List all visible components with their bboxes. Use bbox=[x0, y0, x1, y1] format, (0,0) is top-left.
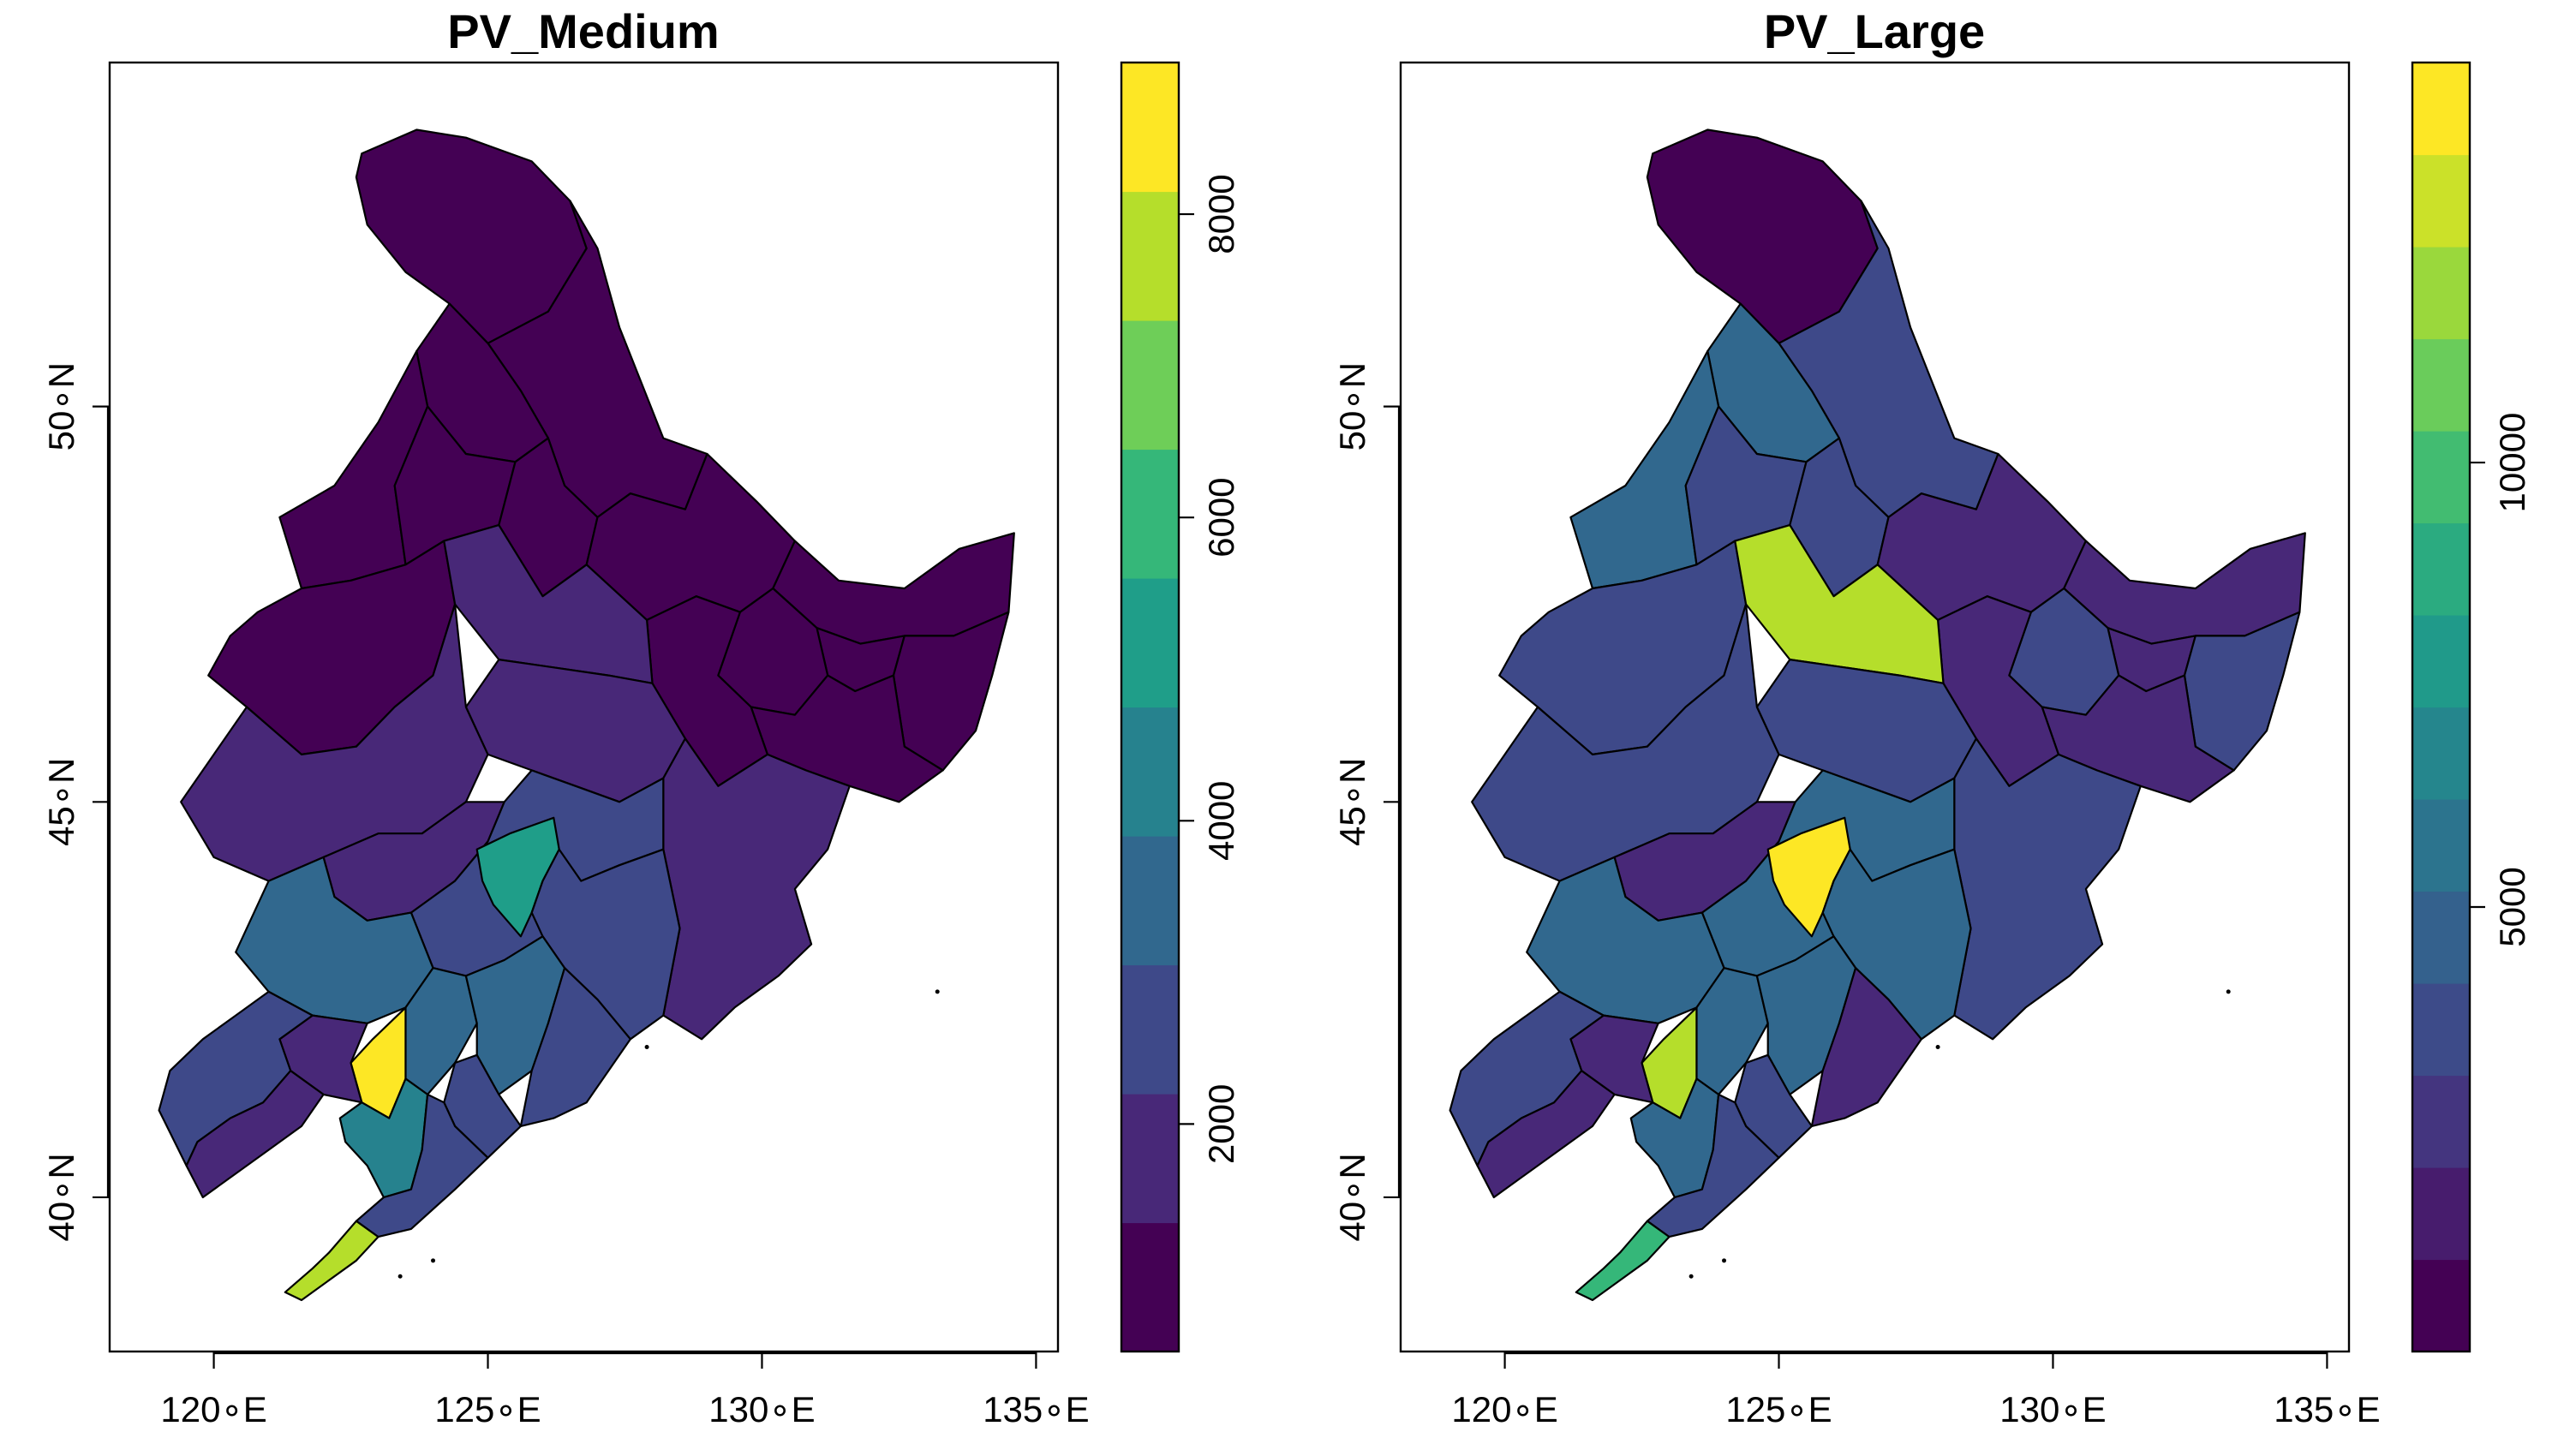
island-dot bbox=[1722, 1258, 1727, 1263]
legend-frame bbox=[1120, 61, 1180, 1353]
map-frame bbox=[1399, 61, 2351, 1353]
legend-bin bbox=[2412, 707, 2470, 800]
legend-tick-label: 10000 bbox=[2492, 413, 2532, 513]
island-dot bbox=[431, 1258, 436, 1263]
legend-bin bbox=[2412, 1075, 2470, 1168]
region-layer bbox=[1449, 128, 2306, 1302]
y-axis: 40∘N 45∘N 50∘N bbox=[41, 362, 110, 1242]
map-frame bbox=[108, 61, 1060, 1353]
legend-bin bbox=[1121, 63, 1179, 193]
x-axis: 120∘E 125∘E 130∘E 135∘E bbox=[1451, 1352, 2381, 1429]
panel-pv-large: PV_Large 120∘E 125∘E 130∘E 135∘E 40∘N 45∘N 50∘N… bbox=[1332, 4, 2532, 1429]
x-tick-label: 120∘E bbox=[1451, 1389, 1557, 1429]
x-tick-label: 135∘E bbox=[2274, 1389, 2380, 1429]
island-dot bbox=[1935, 1045, 1940, 1050]
legend-bin bbox=[1121, 1222, 1179, 1352]
x-tick-label: 125∘E bbox=[434, 1389, 541, 1429]
legend-bin bbox=[1121, 578, 1179, 708]
y-tick-label: 40∘N bbox=[1332, 1153, 1372, 1241]
legend-bin bbox=[2412, 154, 2470, 248]
x-axis: 120∘E 125∘E 130∘E 135∘E bbox=[160, 1352, 1090, 1429]
legend-tick-label: 6000 bbox=[1201, 477, 1241, 557]
legend-bin bbox=[1121, 191, 1179, 321]
legend-bin bbox=[2412, 522, 2470, 616]
legend-bin bbox=[1121, 320, 1179, 451]
legend-bin bbox=[2412, 247, 2470, 340]
legend-bin bbox=[2412, 1259, 2470, 1352]
y-tick-label: 40∘N bbox=[41, 1153, 81, 1241]
island-dot bbox=[644, 1045, 649, 1050]
panel-title: PV_Large bbox=[1764, 4, 1985, 58]
x-tick-label: 130∘E bbox=[708, 1389, 815, 1429]
legend-bin bbox=[2412, 891, 2470, 984]
legend-colorbar: 5000 10000 bbox=[2411, 61, 2532, 1353]
legend-bin bbox=[1121, 964, 1179, 1095]
map-region bbox=[284, 1220, 380, 1302]
map-region bbox=[1810, 967, 1922, 1127]
y-tick-label: 50∘N bbox=[1332, 362, 1372, 451]
legend-bin bbox=[2412, 431, 2470, 524]
legend-tick-label: 2000 bbox=[1201, 1084, 1241, 1164]
legend-bin bbox=[2412, 1167, 2470, 1261]
map-region bbox=[519, 967, 631, 1127]
map-region bbox=[1575, 1220, 1670, 1302]
legend-bin bbox=[1121, 449, 1179, 579]
legend-colorbar: 2000 4000 6000 8000 bbox=[1120, 61, 1241, 1353]
panel-title: PV_Medium bbox=[447, 4, 719, 58]
legend-bin bbox=[2412, 799, 2470, 892]
map-region bbox=[1953, 737, 2142, 1041]
legend-bin bbox=[2412, 983, 2470, 1077]
legend-bin bbox=[1121, 707, 1179, 837]
map-region bbox=[892, 611, 1010, 772]
island-dot bbox=[397, 1274, 403, 1279]
legend-tick-label: 4000 bbox=[1201, 781, 1241, 861]
island-dot bbox=[935, 989, 940, 994]
y-tick-label: 50∘N bbox=[41, 362, 81, 451]
legend-frame bbox=[2411, 61, 2471, 1353]
map-region bbox=[185, 1070, 325, 1199]
map-region bbox=[2183, 611, 2301, 772]
x-tick-label: 120∘E bbox=[160, 1389, 266, 1429]
legend-bin bbox=[2412, 63, 2470, 156]
legend-bin bbox=[1121, 1094, 1179, 1224]
y-axis: 40∘N 45∘N 50∘N bbox=[1332, 362, 1401, 1242]
legend-tick-label: 8000 bbox=[1201, 174, 1241, 254]
panel-pv-medium: PV_Medium 120∘E 125∘E 130∘E 135∘E 40∘N 45∘N 50∘… bbox=[41, 4, 1241, 1429]
legend-bin bbox=[2412, 338, 2470, 432]
map-region bbox=[355, 1093, 489, 1238]
legend-tick-label: 5000 bbox=[2492, 867, 2532, 946]
island-dot bbox=[2226, 989, 2231, 994]
map-region bbox=[1646, 1093, 1780, 1238]
y-tick-label: 45∘N bbox=[41, 758, 81, 846]
region-layer bbox=[158, 128, 1015, 1302]
y-tick-label: 45∘N bbox=[1332, 758, 1372, 846]
x-tick-label: 135∘E bbox=[983, 1389, 1089, 1429]
legend-bin bbox=[2412, 615, 2470, 708]
map-region bbox=[1476, 1070, 1616, 1199]
map-region bbox=[662, 737, 851, 1041]
x-tick-label: 130∘E bbox=[1999, 1389, 2106, 1429]
legend-bin bbox=[1121, 836, 1179, 966]
x-tick-label: 125∘E bbox=[1725, 1389, 1832, 1429]
island-dot bbox=[1688, 1274, 1694, 1279]
